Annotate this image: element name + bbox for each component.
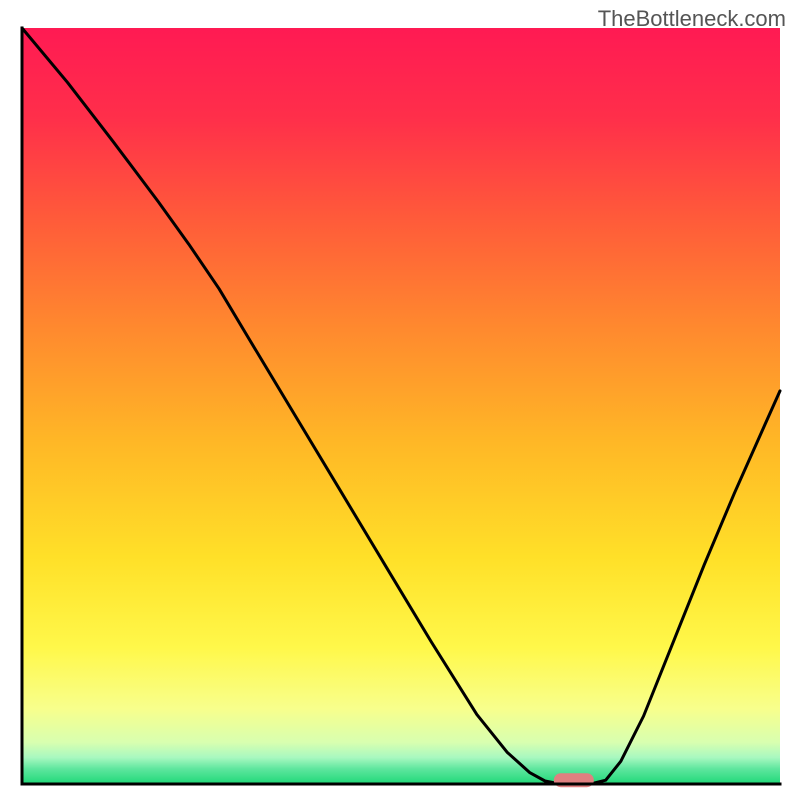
bottleneck-chart: TheBottleneck.com xyxy=(0,0,800,800)
chart-svg xyxy=(0,0,800,800)
plot-background xyxy=(22,28,780,784)
watermark-text: TheBottleneck.com xyxy=(598,6,786,32)
